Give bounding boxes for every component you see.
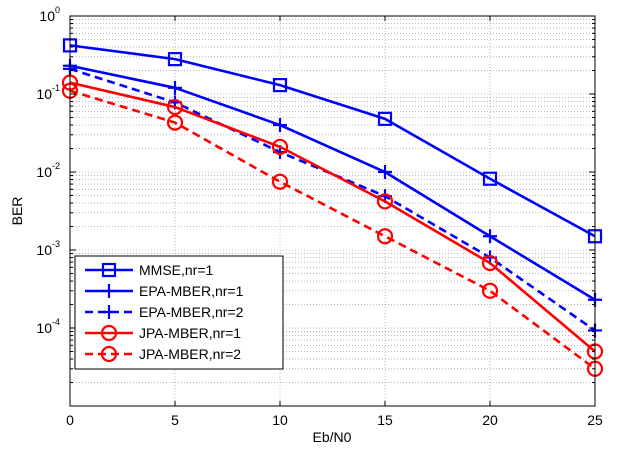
x-tick-label: 25 xyxy=(587,412,603,428)
y-tick-label: 10-4 xyxy=(36,317,60,336)
square-marker xyxy=(377,111,393,126)
y-tick-label: 100 xyxy=(39,5,60,24)
legend: MMSE,nr=1 EPA-MBER,nr=1 EPA-MBER,nr=2 JPA-M… xyxy=(74,255,284,370)
plot-frame xyxy=(69,15,596,407)
legend-label: JPA-MBER,nr=1 xyxy=(139,325,241,341)
series-line xyxy=(69,67,596,332)
plus-marker xyxy=(273,118,287,133)
circle-marker xyxy=(100,345,118,363)
axis-ticks: 0 5 10 15 20 25 100 10-1 10-2 10-3 10-4 xyxy=(36,5,603,428)
y-tick-label: 10-2 xyxy=(36,161,60,180)
legend-label: MMSE,nr=1 xyxy=(139,262,214,278)
circle-marker xyxy=(100,324,118,342)
square-marker xyxy=(272,78,288,93)
series-line xyxy=(69,64,596,301)
x-axis-label: Eb/N0 xyxy=(313,429,352,445)
plus-marker xyxy=(102,305,116,319)
square-marker xyxy=(482,171,498,186)
series-line xyxy=(69,44,596,238)
circle-marker xyxy=(271,138,289,155)
circle-marker xyxy=(376,193,394,210)
square-marker xyxy=(101,262,117,278)
legend-label: EPA-MBER,nr=2 xyxy=(139,304,244,320)
y-tick-label: 10-1 xyxy=(36,83,60,102)
square-marker xyxy=(167,52,183,67)
circle-marker xyxy=(376,228,394,245)
x-tick-label: 0 xyxy=(66,412,74,428)
circle-marker xyxy=(166,98,184,116)
series-line xyxy=(69,89,596,370)
x-tick-label: 15 xyxy=(377,412,393,428)
circle-marker xyxy=(481,282,499,299)
x-tick-label: 5 xyxy=(171,412,179,428)
plus-marker xyxy=(102,284,116,298)
y-axis-label: BER xyxy=(9,197,25,226)
x-tick-label: 20 xyxy=(482,412,498,428)
plus-marker xyxy=(483,229,497,244)
legend-label: EPA-MBER,nr=1 xyxy=(139,283,244,299)
plus-marker xyxy=(168,80,182,95)
series-3 xyxy=(61,74,604,360)
series-group xyxy=(61,38,604,377)
plus-marker xyxy=(378,165,392,179)
legend-label: JPA-MBER,nr=2 xyxy=(139,346,241,362)
y-tick-label: 10-3 xyxy=(36,239,60,258)
series-line xyxy=(69,81,596,353)
circle-marker xyxy=(166,114,184,131)
x-tick-label: 10 xyxy=(272,412,288,428)
circle-marker xyxy=(271,173,289,190)
circle-marker xyxy=(481,254,499,272)
